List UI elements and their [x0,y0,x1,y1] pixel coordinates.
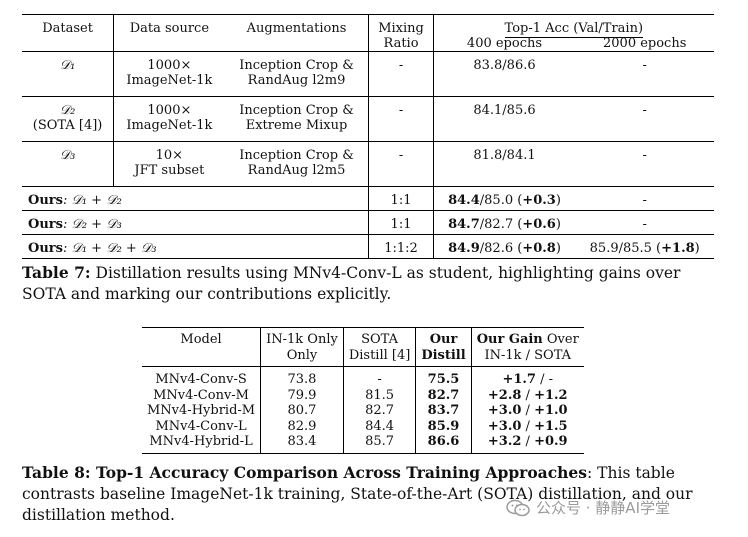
cell-sota: 81.5 [342,387,416,403]
header-ratio: Ratio [368,36,434,52]
cell-acc400: 84.9/82.6 (+0.8) [433,234,576,259]
cell-ours: 86.6 [415,434,472,454]
header-augmentations: Augmentations [224,14,370,52]
cell-sota: 82.7 [342,403,416,419]
cell-acc2000: - [575,186,714,211]
table-row-ours: Ours: 𝒟₁ + 𝒟₂ + 𝒟₃ 1:1:2 84.9/82.6 (+0.8… [22,234,714,259]
table-8-caption: Table 8: Top-1 Accuracy Comparison Acros… [22,463,693,524]
header-top1: Top-1 Acc (Val/Train) [433,14,714,38]
header-sota: SOTA Distill [4] [342,327,416,367]
cell-aug: Inception Crop & Extreme Mixup [224,96,370,142]
cell-ours: 75.5 [415,366,472,388]
table-7-caption: Table 7: Distillation results using MNv4… [22,263,681,303]
table-8: Model IN-1k Only Only SOTA Distill [4] Our… [142,327,584,454]
cell-in1k: 82.9 [260,418,344,434]
cell-model: MNv4-Conv-S [155,372,247,387]
cell-gain: +1.7 / - [470,366,584,388]
cell-in1k: 79.9 [260,387,344,403]
cell-aug: Inception Crop & RandAug l2m9 [224,51,370,97]
cell-gain: +3.0 / +1.5 [470,418,584,434]
table-row: MNv4-Conv-M 79.9 81.5 82.7 +2.8 / +1.2 [142,387,584,403]
cell-acc2000: - [575,141,714,187]
cell-ours: 85.9 [415,418,472,434]
cell-acc400: 84.4/85.0 (+0.3) [433,186,576,211]
cell-mix: 1:1 [368,186,434,211]
table-row: 𝒟₁ 1000× ImageNet-1k Inception Crop & Rand… [22,51,714,97]
header-gain: Our Gain Over IN-1k / SOTA [470,327,584,367]
table-row: MNv4-Conv-S 73.8 - 75.5 +1.7 / - [142,366,584,388]
cell-ours: 82.7 [415,387,472,403]
watermark-text: 公众号 · 静静AI学堂 [536,499,670,517]
cell-acc400: 84.1/85.6 [433,96,576,142]
cell-model: MNv4-Hybrid-L [142,434,261,454]
header-top1-label: Top-1 Acc (Val/Train) [504,21,644,38]
header-dataset: Dataset [22,14,115,52]
table-row: 𝒟₃ 10× JFT subset Inception Crop & RandAug… [22,141,714,187]
table-7-header-row-2: Ratio 400 epochs 2000 epochs [22,36,714,52]
cell-mix: - [368,51,434,97]
cell-dataset: 𝒟₁ [22,51,115,97]
table-7: Dataset Data source Augmentations Mixing… [22,14,714,259]
cell-model: MNv4-Hybrid-M [147,403,256,418]
header-data-source: Data source [113,14,225,52]
cell-model: MNv4-Conv-L [155,418,247,434]
cell-acc400: 84.7/82.7 (+0.6) [433,210,576,235]
cell-source: 1000× ImageNet-1k [113,96,225,142]
table-row: MNv4-Hybrid-L 83.4 85.7 86.6 +3.2 / +0.9 [142,434,584,454]
cell-ours-label: Ours: 𝒟₂ + 𝒟₃ [22,210,369,235]
cell-acc2000: - [575,51,714,97]
cell-source: 10× JFT subset [113,141,225,187]
table-row-ours: Ours: 𝒟₁ + 𝒟₂ 1:1 84.4/85.0 (+0.3) - [22,186,714,211]
table-row: 𝒟₂ (SOTA [4]) 1000× ImageNet-1k Inception … [22,96,714,142]
header-model: Model [142,327,261,367]
cell-acc2000: - [575,210,714,235]
cell-ours: 83.7 [415,403,472,419]
cell-mix: 1:1 [368,210,434,235]
cell-ours-label: Ours: 𝒟₁ + 𝒟₂ + 𝒟₃ [22,234,369,259]
cell-mix: 1:1:2 [368,234,434,259]
cell-acc2000: - [575,96,714,142]
table-7-header-row-1: Dataset Data source Augmentations Mixing… [22,14,714,52]
table-row: MNv4-Conv-L 82.9 84.4 85.9 +3.0 / +1.5 [142,418,584,434]
header-400-epochs: 400 epochs [466,36,543,51]
cell-aug: Inception Crop & RandAug l2m5 [224,141,370,187]
wechat-icon [506,499,530,517]
header-2000-epochs: 2000 epochs [603,36,687,51]
cell-dataset: 𝒟₃ [22,141,115,187]
table-row: MNv4-Hybrid-M 80.7 82.7 83.7 +3.0 / +1.0 [142,403,584,419]
cell-gain: +3.0 / +1.0 [470,403,584,419]
cell-acc2000: 85.9/85.5 (+1.8) [575,234,714,259]
cell-acc400: 81.8/84.1 [433,141,576,187]
cell-model: MNv4-Conv-M [153,387,249,403]
cell-in1k: 80.7 [260,403,344,419]
cell-sota: - [342,366,416,388]
table-row-ours: Ours: 𝒟₂ + 𝒟₃ 1:1 84.7/82.7 (+0.6) - [22,210,714,235]
cell-mix: - [368,141,434,187]
table-8-header-row: Model IN-1k Only Only SOTA Distill [4] Our… [142,327,584,367]
cell-gain: +2.8 / +1.2 [470,387,584,403]
header-in1k: IN-1k Only Only [260,327,344,367]
header-mixing: Mixing [368,14,434,36]
cell-in1k: 73.8 [260,366,344,388]
cell-mix: - [368,96,434,142]
header-our-distill: Our Distill [415,327,472,367]
cell-sota: 85.7 [342,434,416,454]
watermark: 公众号 · 静静AI学堂 [506,497,670,518]
cell-acc400: 83.8/86.6 [433,51,576,97]
cell-in1k: 83.4 [260,434,344,454]
cell-ours-label: Ours: 𝒟₁ + 𝒟₂ [22,186,369,211]
cell-sota: 84.4 [342,418,416,434]
cell-source: 1000× ImageNet-1k [113,51,225,97]
cell-dataset: 𝒟₂ (SOTA [4]) [22,96,115,142]
cell-gain: +3.2 / +0.9 [470,434,584,454]
